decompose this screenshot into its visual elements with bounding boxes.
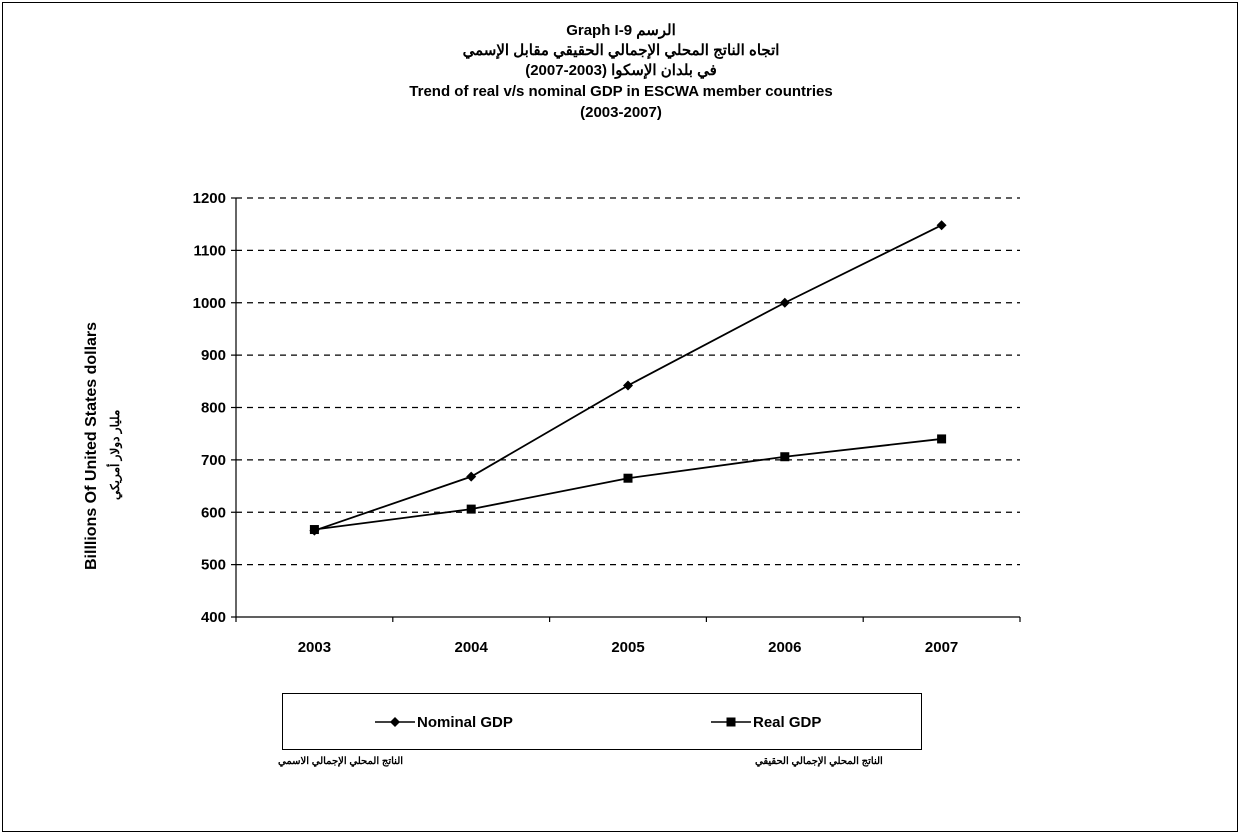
point-real-gdp-2006 <box>780 452 790 462</box>
y-tick-label-1100: 1100 <box>193 242 226 259</box>
legend-label-real: Real GDP <box>753 713 822 731</box>
legend-diamond-marker-icon <box>375 717 415 727</box>
chart-title-line-1: Graph I-9 الرسم <box>566 22 676 39</box>
y-tick-label-800: 800 <box>201 400 226 417</box>
y-tick-label-500: 500 <box>201 557 226 574</box>
point-real-gdp-2005 <box>623 473 633 483</box>
point-real-gdp-2007 <box>937 434 947 444</box>
legend-item-real: Real GDP <box>711 712 821 732</box>
chart-title-line-3: في بلدان الإسكوا (2003-2007) <box>525 62 717 79</box>
legend-square-marker-icon <box>711 717 751 727</box>
point-nominal-gdp-2005 <box>623 380 633 391</box>
legend-item-nominal: Nominal GDP <box>375 712 513 732</box>
y-tick-label-1000: 1000 <box>193 295 226 312</box>
chart-title-line-2: اتجاه الناتج المحلي الإجمالي الحقيقي مقا… <box>462 42 780 59</box>
x-tick-label-2004: 2004 <box>455 639 489 656</box>
x-tick-label-2005: 2005 <box>611 639 644 656</box>
point-real-gdp-2003 <box>309 525 319 535</box>
y-tick-label-400: 400 <box>201 609 226 626</box>
x-tick-label-2003: 2003 <box>298 639 331 656</box>
x-tick-label-2006: 2006 <box>768 639 801 656</box>
legend: Nominal GDP Real GDP <box>282 693 922 750</box>
y-tick-label-900: 900 <box>201 347 226 364</box>
y-tick-label-600: 600 <box>201 504 226 521</box>
point-nominal-gdp-2006 <box>779 297 790 308</box>
y-tick-label-700: 700 <box>201 452 226 469</box>
y-tick-label-1200: 1200 <box>193 190 226 207</box>
point-nominal-gdp-2004 <box>466 471 477 482</box>
series-line-nominal-gdp <box>314 224 942 532</box>
x-tick-label-2007: 2007 <box>925 639 958 656</box>
legend-label-nominal: Nominal GDP <box>417 713 513 731</box>
legend-arabic-nominal: الناتج المحلي الإجمالي الاسمي <box>278 756 404 767</box>
legend-arabic-real: الناتج المحلي الإجمالي الحقيقي <box>755 756 883 767</box>
series-line-real-gdp <box>314 438 942 531</box>
chart-title-line-5: (2003-2007) <box>580 104 662 121</box>
point-real-gdp-2004 <box>466 504 476 514</box>
chart-title-line-4: Trend of real v/s nominal GDP in ESCWA m… <box>409 83 833 100</box>
point-nominal-gdp-2007 <box>936 220 947 231</box>
